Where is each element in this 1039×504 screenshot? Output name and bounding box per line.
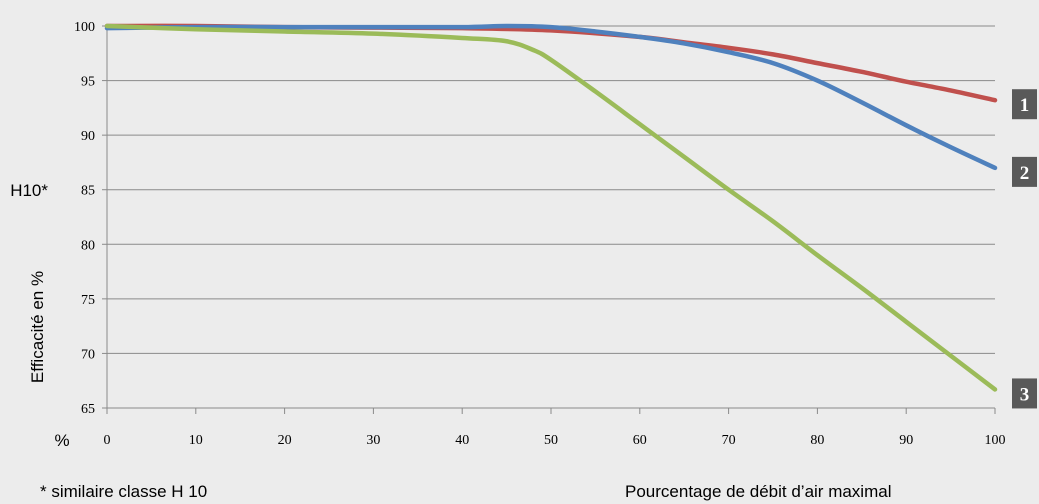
series-badge-label: 2 xyxy=(1020,163,1030,184)
series-badges: 1 2 3 xyxy=(1012,89,1037,409)
x-tick-label: 80 xyxy=(810,433,824,448)
x-tick-label: 20 xyxy=(278,433,292,448)
y-tick-label: 100 xyxy=(74,20,95,35)
y-tick-labels: 65 70 75 80 85 90 95 100 xyxy=(74,20,95,417)
x-tick-label: 40 xyxy=(455,433,469,448)
x-tick-labels: 0 10 20 30 40 50 60 70 80 90 100 xyxy=(104,433,1006,448)
x-tick-label: 100 xyxy=(985,433,1006,448)
series-line-2 xyxy=(104,23,998,171)
x-tick-label: 60 xyxy=(633,433,647,448)
y-unit-label: % xyxy=(54,431,69,450)
series-badge-label: 1 xyxy=(1020,95,1030,116)
series-badge-2 xyxy=(1012,156,1037,187)
y-axis-title: Efficacité en % xyxy=(28,271,47,383)
y-tick-label: 75 xyxy=(81,293,95,308)
y-tick-label: 70 xyxy=(81,347,95,362)
axes xyxy=(102,25,996,414)
x-tick-label: 70 xyxy=(722,433,736,448)
x-tick-label: 0 xyxy=(104,433,111,448)
series-badge-1 xyxy=(1012,89,1037,120)
x-tick-label: 30 xyxy=(366,433,380,448)
footnote: * similaire classe H 10 xyxy=(40,482,207,501)
x-tick-label: 50 xyxy=(544,433,558,448)
y-tick-label: 65 xyxy=(81,402,95,417)
x-tick-label: 90 xyxy=(899,433,913,448)
series-line-3 xyxy=(104,23,998,392)
y-tick-label: 85 xyxy=(81,184,95,199)
y-tick-label: 90 xyxy=(81,129,95,144)
h10-marker-label: H10* xyxy=(10,181,48,200)
gridlines xyxy=(107,25,995,354)
series-lines xyxy=(104,23,998,392)
y-tick-label: 80 xyxy=(81,238,95,253)
x-axis-title: Pourcentage de débit d’air maximal xyxy=(625,482,891,501)
series-badge-label: 3 xyxy=(1020,384,1030,405)
y-tick-label: 95 xyxy=(81,75,95,90)
series-badge-3 xyxy=(1012,378,1037,409)
x-tick-label: 10 xyxy=(189,433,203,448)
